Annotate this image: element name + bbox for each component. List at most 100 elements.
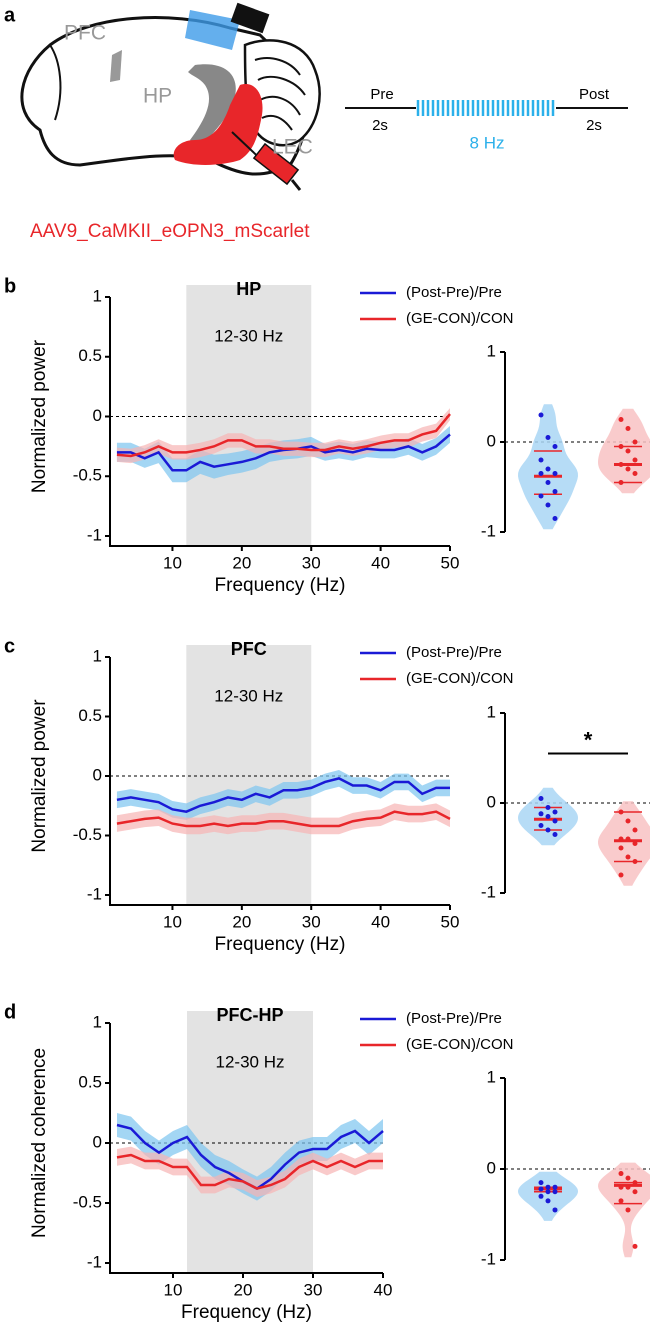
- y-tick-label: 0: [93, 765, 102, 784]
- y-tick-label: 1: [93, 286, 102, 305]
- data-point: [632, 1189, 638, 1195]
- cerebellum-folds: [254, 57, 306, 131]
- axes: [109, 297, 450, 547]
- x-tick-label: 30: [302, 912, 321, 931]
- data-point: [545, 1184, 551, 1190]
- y-tick-label: -0.5: [73, 825, 102, 844]
- region-label: LEC: [272, 136, 313, 159]
- data-point: [552, 832, 558, 837]
- y-tick-label: 0: [93, 1132, 102, 1151]
- data-point: [552, 818, 558, 824]
- data-point: [625, 466, 631, 472]
- series-line: [116, 810, 451, 828]
- x-tick-label: 10: [164, 1280, 183, 1299]
- protocol-label: Post: [579, 86, 610, 103]
- data-point: [625, 1207, 631, 1213]
- data-point: [625, 818, 631, 824]
- x-axis-label: Frequency (Hz): [215, 934, 346, 955]
- violin: [518, 1171, 578, 1221]
- protocol-label: 2s: [586, 117, 602, 134]
- data-point: [552, 444, 558, 449]
- pfc-region: [110, 50, 122, 82]
- data-point: [545, 435, 551, 440]
- legend-label: (GE-CON)/CON: [406, 1036, 514, 1053]
- data-point: [552, 471, 558, 476]
- y-tick-label: -1: [87, 884, 102, 903]
- data-point: [538, 412, 544, 418]
- data-point: [552, 516, 558, 521]
- y-tick-label: 1: [93, 1012, 102, 1031]
- data-point: [538, 811, 544, 817]
- data-point: [618, 1171, 624, 1177]
- data-point: [625, 426, 631, 431]
- highlight-label: 12-30 Hz: [214, 686, 283, 705]
- y-axis-label: Normalized coherence: [29, 1048, 50, 1238]
- data-point: [618, 1184, 624, 1190]
- violin: [598, 408, 650, 494]
- y-axis-label: Normalized power: [29, 339, 50, 493]
- legend-label: (Post-Pre)/Pre: [406, 644, 502, 661]
- region-label: HP: [143, 85, 172, 108]
- data-point: [618, 444, 624, 449]
- data-point: [632, 1243, 638, 1249]
- axes: [109, 1023, 383, 1274]
- data-point: [625, 1175, 631, 1181]
- chart-title: PFC-HP: [217, 1005, 284, 1025]
- significance-label: *: [584, 727, 593, 752]
- y-tick-label: 0.5: [78, 346, 102, 365]
- x-tick-label: 10: [163, 912, 182, 931]
- led: [230, 2, 270, 34]
- y-tick-label: -1: [481, 521, 496, 540]
- data-point: [618, 1198, 624, 1204]
- data-point: [632, 1180, 638, 1186]
- legend-label: (Post-Pre)/Pre: [406, 284, 502, 301]
- highlight-label: 12-30 Hz: [214, 326, 283, 345]
- data-point: [545, 480, 551, 485]
- highlight-band: [187, 1011, 313, 1273]
- data-point: [538, 1186, 544, 1192]
- data-point: [618, 872, 624, 878]
- data-point: [538, 493, 544, 499]
- x-tick-label: 20: [234, 1280, 253, 1299]
- y-tick-label: 1: [487, 341, 496, 360]
- data-point: [632, 457, 638, 463]
- series-line: [116, 1153, 383, 1190]
- violin: [598, 1162, 650, 1258]
- pulse-train: [416, 100, 555, 116]
- data-point: [552, 1189, 558, 1195]
- highlight-band: [186, 285, 312, 546]
- data-point: [632, 827, 638, 833]
- syringe: [252, 142, 300, 186]
- protocol-label: Pre: [370, 86, 393, 103]
- panel-letter: a: [4, 4, 16, 26]
- y-tick-label: 1: [487, 702, 496, 721]
- x-tick-label: 20: [232, 553, 251, 572]
- protocol-label: 8 Hz: [470, 133, 505, 152]
- data-point: [618, 845, 624, 851]
- bulb-line: [49, 44, 62, 121]
- lec-region: [173, 84, 263, 165]
- data-point: [538, 471, 544, 476]
- data-point: [625, 1184, 631, 1190]
- data-point: [545, 827, 551, 833]
- virus-label: AAV9_CaMKII_eOPN3_mScarlet: [30, 221, 310, 242]
- y-tick-label: 0: [487, 1158, 496, 1177]
- error-band: [117, 1146, 383, 1197]
- x-tick-label: 20: [232, 912, 251, 931]
- error-band: [117, 1113, 383, 1201]
- axes: [109, 657, 450, 906]
- x-tick-label: 30: [304, 1280, 323, 1299]
- y-tick-label: -1: [87, 525, 102, 544]
- data-point: [538, 1193, 544, 1199]
- highlight-label: 12-30 Hz: [216, 1052, 285, 1071]
- plunger: [290, 179, 302, 191]
- x-tick-label: 40: [371, 912, 390, 931]
- y-tick-label: -0.5: [73, 466, 102, 485]
- data-point: [618, 480, 624, 485]
- error-band: [116, 770, 450, 821]
- data-point: [545, 1189, 551, 1195]
- data-point: [552, 1207, 558, 1213]
- data-point: [625, 448, 631, 454]
- data-point: [618, 809, 624, 815]
